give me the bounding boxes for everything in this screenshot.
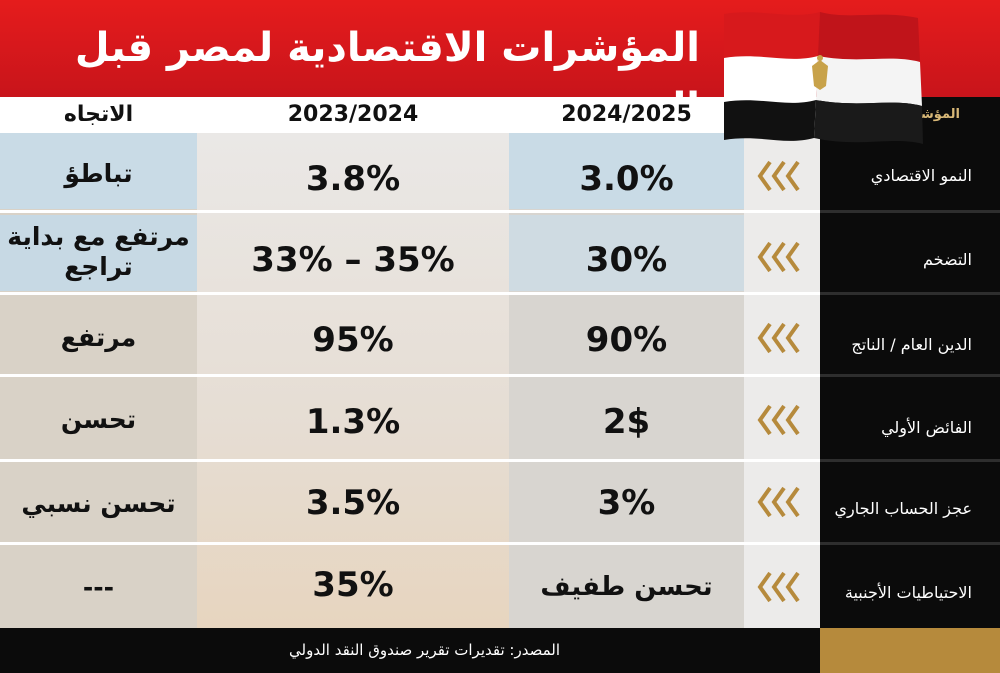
trend-value: مرتفع (60, 323, 137, 352)
triple-chevron-left-icon (757, 241, 800, 273)
egypt-flag-icon (724, 12, 923, 144)
triple-chevron-left-icon (757, 404, 800, 436)
row-divider (0, 542, 820, 545)
row-divider (820, 210, 1000, 213)
indicator-label: النمو الاقتصادي (870, 166, 972, 185)
trend-value: تباطؤ (64, 159, 133, 188)
row-divider (820, 292, 1000, 295)
trend-value: --- (82, 573, 115, 602)
trend-value: تحسن نسبي (21, 489, 176, 518)
footer-gold-block (820, 628, 1000, 673)
value-2024-2025: 30% (585, 240, 668, 280)
marker-column (744, 133, 820, 628)
indicator-label: الفائض الأولي (881, 418, 972, 437)
header-2023-2024: 2023/2024 (287, 102, 419, 127)
value-2024-2025: 3% (597, 483, 656, 523)
row-divider (0, 374, 820, 377)
trend-value: تحسن (60, 405, 137, 434)
triple-chevron-left-icon (757, 486, 800, 518)
row-2-band-trend (0, 215, 197, 291)
indicator-label: عجز الحساب الجاري (834, 499, 972, 518)
trend-value: مرتفع مع بداية تراجع (7, 222, 190, 281)
indicator-label: الدين العام / الناتج (851, 335, 972, 354)
indicator-label: التضخم (923, 250, 972, 269)
value-2023-2024: 3.5% (305, 483, 401, 523)
value-2024-2025: 2$ (602, 402, 651, 442)
header-2024-2025: 2024/2025 (561, 102, 692, 127)
row-divider (0, 210, 820, 213)
value-2023-2024: 1.3% (305, 402, 401, 442)
triple-chevron-left-icon (757, 571, 800, 603)
value-2024-2025: تحسن طفيف (540, 572, 713, 602)
value-2023-2024: 35% (312, 565, 394, 605)
row-divider (0, 459, 820, 462)
row-1-band-trend (0, 133, 197, 209)
indicator-column (820, 133, 1000, 628)
page-title: المؤشرات الاقتصادية لمصر قبل الحرب (74, 25, 700, 131)
value-2023-2024: 3.8% (305, 159, 401, 199)
row-divider (0, 292, 820, 295)
footer-bar (0, 628, 820, 673)
value-2024-2025: 90% (585, 320, 668, 360)
triple-chevron-left-icon (757, 322, 800, 354)
header-trend: الاتجاه (63, 102, 134, 127)
row-divider (820, 374, 1000, 377)
triple-chevron-left-icon (757, 160, 800, 192)
value-2023-2024: 33% – 35% (251, 240, 455, 280)
source-note: المصدر: تقديرات تقرير صندوق النقد الدولي (289, 641, 560, 659)
year-2023-2024-column (197, 133, 509, 628)
row-divider (820, 459, 1000, 462)
value-2023-2024: 95% (312, 320, 394, 360)
row-1-band-2425 (509, 133, 744, 209)
value-2024-2025: 3.0% (579, 159, 674, 199)
row-divider (820, 542, 1000, 545)
row-2-band-2425 (509, 215, 744, 291)
indicator-label: الاحتياطيات الأجنبية (844, 583, 972, 602)
